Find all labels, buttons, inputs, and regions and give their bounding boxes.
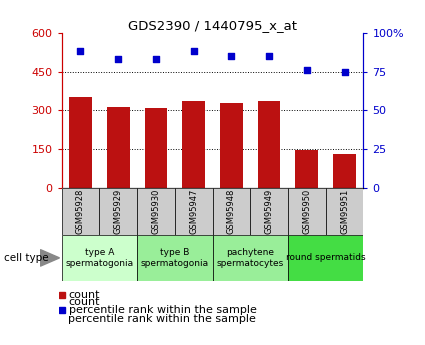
Point: [303, 67, 310, 73]
Text: round spermatids: round spermatids: [286, 253, 366, 263]
Bar: [62, 235, 137, 281]
Bar: [288, 235, 363, 281]
Bar: [62, 188, 99, 235]
Bar: [144, 108, 167, 188]
Polygon shape: [40, 250, 60, 266]
Text: GSM95930: GSM95930: [151, 189, 160, 234]
Point: [77, 49, 84, 54]
Text: GSM95928: GSM95928: [76, 189, 85, 234]
Bar: [212, 188, 250, 235]
Text: count: count: [68, 297, 99, 307]
Text: cell type: cell type: [4, 253, 49, 263]
Bar: [137, 235, 212, 281]
Bar: [326, 188, 363, 235]
Text: percentile rank within the sample: percentile rank within the sample: [69, 305, 257, 315]
Bar: [107, 107, 130, 188]
Point: [115, 57, 122, 62]
Text: GSM95948: GSM95948: [227, 189, 236, 234]
Text: GSM95949: GSM95949: [265, 189, 274, 234]
Point: [153, 57, 159, 62]
Text: type A
spermatogonia: type A spermatogonia: [65, 248, 133, 268]
Bar: [137, 188, 175, 235]
Bar: [258, 101, 281, 188]
Text: GSM95947: GSM95947: [189, 189, 198, 234]
Text: count: count: [69, 290, 100, 300]
Bar: [175, 188, 212, 235]
Bar: [333, 155, 356, 188]
Title: GDS2390 / 1440795_x_at: GDS2390 / 1440795_x_at: [128, 19, 297, 32]
Point: [228, 53, 235, 59]
Bar: [220, 103, 243, 188]
Bar: [250, 188, 288, 235]
Point: [266, 53, 272, 59]
Point: [190, 49, 197, 54]
Bar: [295, 150, 318, 188]
Bar: [182, 101, 205, 188]
Bar: [288, 188, 326, 235]
Text: GSM95929: GSM95929: [114, 189, 123, 234]
Text: type B
spermatogonia: type B spermatogonia: [141, 248, 209, 268]
Bar: [69, 97, 92, 188]
Text: GSM95951: GSM95951: [340, 189, 349, 234]
Text: GSM95950: GSM95950: [302, 189, 311, 234]
Text: pachytene
spermatocytes: pachytene spermatocytes: [217, 248, 284, 268]
Bar: [99, 188, 137, 235]
Bar: [212, 235, 288, 281]
Point: [341, 69, 348, 74]
Text: percentile rank within the sample: percentile rank within the sample: [68, 314, 256, 324]
